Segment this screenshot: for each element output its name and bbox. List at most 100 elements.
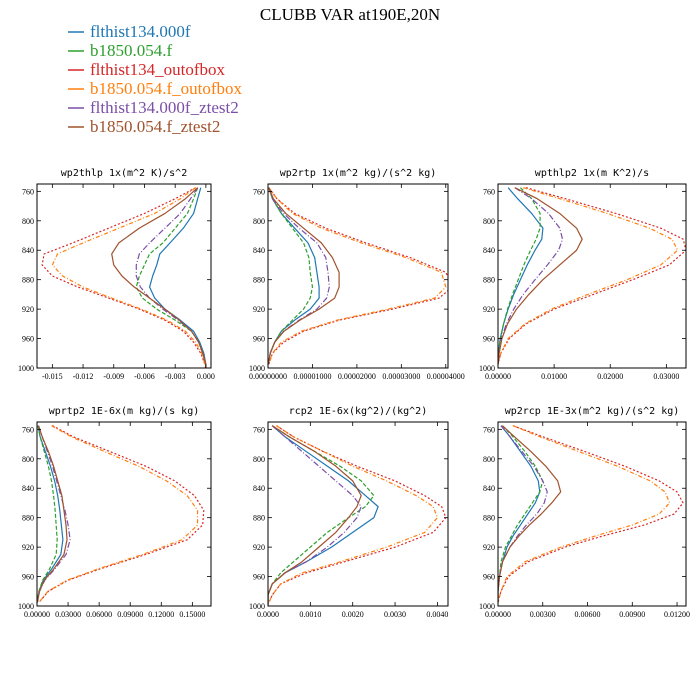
x-tick-label: 0.00300 (530, 610, 556, 619)
x-tick-label: 0.03000 (55, 610, 81, 619)
y-tick-label: 840 (22, 484, 34, 493)
y-tick-label: 920 (253, 543, 265, 552)
legend-label-b1850-054-f: b1850.054.f (90, 41, 173, 60)
y-tick-label: 760 (22, 425, 34, 434)
legend-label-flthist134-outofbox: flthist134_outofbox (90, 60, 226, 79)
x-tick-label: -0.009 (103, 372, 124, 381)
series-line-flthist134-outofbox (38, 425, 205, 603)
series-line-flthist134-outofbox (268, 187, 448, 365)
y-tick-label: 800 (253, 217, 265, 226)
y-tick-label: 960 (253, 573, 265, 582)
y-tick-label: 800 (253, 455, 265, 464)
series-line-flthist134-outofbox (498, 187, 686, 365)
series-line-flthist134-000f (268, 425, 379, 605)
series-line-b1850-054-f (268, 187, 314, 365)
series-line-flthist134-outofbox (498, 425, 684, 603)
series-line-b1850-054-f-outofbox (51, 187, 207, 368)
y-tick-label: 760 (253, 425, 265, 434)
y-tick-label: 880 (483, 514, 495, 523)
panel-3: wpthlp2 1x(m K^2)/s 760 800 840 880 920 960 100… (479, 168, 687, 381)
panel-title: wp2rcp 1E-3x(m^2 kg)/(s^2 kg) (505, 406, 680, 417)
y-tick-label: 920 (253, 305, 265, 314)
series-line-b1850-054-f (37, 425, 58, 603)
y-tick-label: 880 (22, 276, 34, 285)
series-line-flthist134-000f-ztest2 (268, 187, 330, 365)
figure-title: CLUBB VAR at190E,20N (260, 5, 440, 24)
series-line-b1850-054-f-ztest2 (111, 187, 207, 368)
series-line-b1850-054-f-outofbox (498, 425, 671, 603)
y-tick-label: 1000 (18, 364, 34, 373)
x-tick-label: 0.00003000 (382, 372, 420, 381)
x-tick-label: 0.12000 (148, 610, 174, 619)
x-tick-label: 0.00000 (485, 372, 511, 381)
y-tick-label: 840 (22, 246, 34, 255)
y-tick-label: 920 (483, 543, 495, 552)
y-tick-label: 760 (22, 187, 34, 196)
y-tick-label: 760 (483, 425, 495, 434)
series-line-flthist134-000f (148, 187, 207, 368)
x-tick-label: 0.00600 (575, 610, 601, 619)
y-tick-label: 1000 (479, 364, 495, 373)
panel-6: wp2rcp 1E-3x(m^2 kg)/(s^2 kg) 760 800 840 88… (479, 406, 690, 619)
plot-frame (497, 421, 687, 607)
x-tick-label: -0.003 (165, 372, 186, 381)
legend-label-flthist134-000f: flthist134.000f (90, 22, 191, 41)
series-line-flthist134-000f-ztest2 (37, 425, 71, 603)
y-tick-label: 920 (22, 543, 34, 552)
series-line-b1850-054-f-outofbox (268, 187, 447, 365)
panel-title: rcp2 1E-6x(kg^2)/(kg^2) (289, 406, 427, 417)
series-line-flthist134-000f-ztest2 (268, 425, 362, 605)
series-line-flthist134-000f-ztest2 (135, 187, 207, 368)
x-tick-label: -0.012 (73, 372, 94, 381)
y-tick-label: 800 (22, 455, 34, 464)
series-line-b1850-054-f-ztest2 (268, 187, 340, 365)
x-tick-label: 0.15000 (179, 610, 205, 619)
x-tick-label: 0.0040 (426, 610, 448, 619)
panel-title: wprtp2 1E-6x(m kg)/(s kg) (49, 406, 200, 417)
x-tick-label: 0.0010 (299, 610, 321, 619)
series-line-b1850-054-f (135, 187, 207, 368)
x-tick-label: 0.0020 (342, 610, 364, 619)
y-tick-label: 840 (483, 246, 495, 255)
series-line-b1850-054-f (498, 187, 541, 365)
x-tick-label: -0.006 (134, 372, 155, 381)
plot-frame (267, 421, 449, 607)
series-line-flthist134-000f-ztest2 (498, 187, 564, 365)
y-tick-label: 840 (483, 484, 495, 493)
legend-label-flthist134-000f-ztest2: flthist134.000f_ztest2 (90, 98, 239, 117)
y-tick-label: 960 (22, 335, 34, 344)
plot-frame (497, 183, 687, 369)
x-tick-label: 0.03000 (653, 372, 679, 381)
panel-4: wprtp2 1E-6x(m kg)/(s kg) 760 800 840 880 920… (18, 406, 212, 619)
legend-label-b1850-054-f-ztest2: b1850.054.f_ztest2 (90, 117, 220, 136)
series-line-b1850-054-f-outofbox (498, 187, 679, 365)
y-tick-label: 880 (22, 514, 34, 523)
series-line-flthist134-000f (498, 187, 544, 365)
series-line-flthist134-outofbox (268, 425, 447, 605)
x-tick-label: 0.00000 (24, 610, 50, 619)
panel-title: wp2rtp 1x(m^2 kg)/(s^2 kg) (280, 168, 437, 179)
y-tick-label: 960 (22, 573, 34, 582)
series-line-flthist134-outofbox (41, 187, 207, 368)
y-tick-label: 840 (253, 246, 265, 255)
y-tick-label: 960 (253, 335, 265, 344)
x-tick-label: 0.00001000 (293, 372, 331, 381)
x-tick-label: 0.00000000 (249, 372, 287, 381)
panels: wp2thlp 1x(m^2 K)/s^2 760 800 840 880 920 960 1… (18, 168, 690, 619)
x-tick-label: 0.0030 (384, 610, 406, 619)
x-tick-label: 0.00004000 (427, 372, 465, 381)
y-tick-label: 880 (483, 276, 495, 285)
series-line-b1850-054-f-outofbox (268, 425, 439, 605)
y-tick-label: 880 (253, 514, 265, 523)
series-line-flthist134-000f-ztest2 (498, 425, 548, 603)
y-tick-label: 800 (483, 217, 495, 226)
y-tick-label: 960 (483, 335, 495, 344)
x-tick-label: 0.01200 (664, 610, 690, 619)
y-tick-label: 800 (22, 217, 34, 226)
series-line-b1850-054-f-outofbox (38, 425, 199, 603)
y-tick-label: 840 (253, 484, 265, 493)
plot-frame (36, 183, 212, 369)
panel-5: rcp2 1E-6x(kg^2)/(kg^2) 760 800 840 880 920 96… (249, 406, 449, 619)
y-tick-label: 760 (253, 187, 265, 196)
